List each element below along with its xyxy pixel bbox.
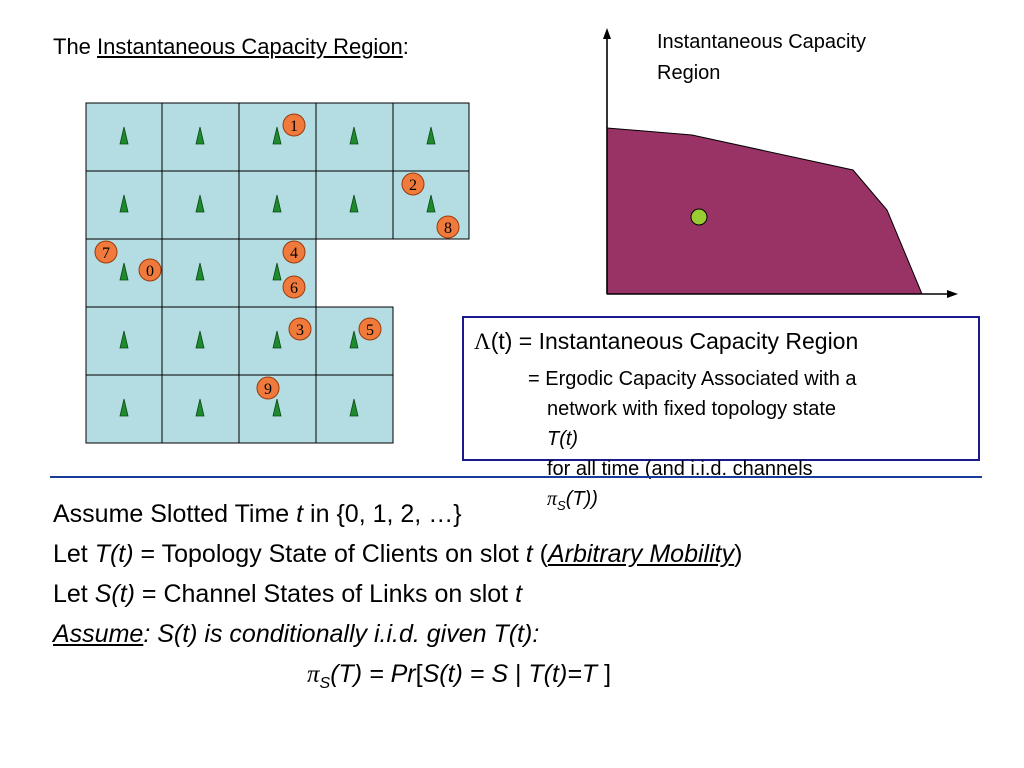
cell-grid-diagram: 1 2 8 7 0 4 6 3 5 9 xyxy=(85,28,958,444)
client-node-label: 9 xyxy=(264,381,272,398)
client-node xyxy=(282,275,306,299)
base-station-icon xyxy=(426,194,436,213)
base-station-icon xyxy=(349,330,359,349)
client-nodes xyxy=(94,113,460,400)
base-station-icon xyxy=(426,126,436,145)
base-station-icon xyxy=(195,262,205,281)
base-station-icon xyxy=(195,398,205,417)
assumption-line-1: Assume Slotted Time t in {0, 1, 2, …} xyxy=(53,500,462,528)
base-station-icon xyxy=(349,126,359,145)
x-axis-arrowhead xyxy=(947,290,958,298)
base-station-icon xyxy=(272,126,282,145)
base-station-icon xyxy=(272,330,282,349)
client-node-label: 1 xyxy=(290,118,298,135)
section-divider xyxy=(50,476,982,478)
base-station-icon xyxy=(349,194,359,213)
client-node xyxy=(282,240,306,264)
base-station-icon xyxy=(195,126,205,145)
client-node xyxy=(436,215,460,239)
base-stations xyxy=(119,126,436,417)
base-station-icon xyxy=(195,330,205,349)
base-station-icon xyxy=(349,398,359,417)
capacity-region xyxy=(606,127,923,295)
client-node xyxy=(256,376,280,400)
client-node xyxy=(401,172,425,196)
client-node xyxy=(282,113,306,137)
probability-formula: πS(T) = Pr[S(t) = S | T(t)=T ] xyxy=(307,660,612,692)
y-axis-arrowhead xyxy=(603,28,611,39)
base-station-icon xyxy=(119,330,129,349)
client-node-label: 5 xyxy=(366,322,374,339)
base-station-icon xyxy=(272,398,282,417)
client-node xyxy=(138,258,162,282)
client-node-label: 6 xyxy=(290,280,298,297)
capacity-region-plot xyxy=(603,28,958,298)
assumption-line-2: Let T(t) = Topology State of Clients on … xyxy=(53,540,743,568)
region-axis-label: Instantaneous Capacity Region xyxy=(657,31,867,84)
assumption-line-3: Let S(t) = Channel States of Links on sl… xyxy=(53,580,523,608)
base-station-icon xyxy=(272,194,282,213)
assumption-line-4: Assume: S(t) is conditionally i.i.d. giv… xyxy=(53,620,540,648)
client-node-label: 4 xyxy=(290,245,298,262)
assumptions-text: Assume Slotted Time t in {0, 1, 2, …} Le… xyxy=(53,494,742,694)
base-station-icon xyxy=(119,194,129,213)
definition-detail: = Ergodic Capacity Associated with a net… xyxy=(528,368,857,513)
client-node-label: 3 xyxy=(296,322,304,339)
base-station-icon xyxy=(119,126,129,145)
page-title: The Instantaneous Capacity Region: xyxy=(53,34,409,59)
base-station-icon xyxy=(195,194,205,213)
client-node-label: 0 xyxy=(146,263,154,280)
base-station-icon xyxy=(272,262,282,281)
client-node-label: 7 xyxy=(102,245,110,262)
base-station-icon xyxy=(119,262,129,281)
definition-box: Λ(t) = Instantaneous Capacity Region = E… xyxy=(462,316,980,513)
operating-point xyxy=(690,208,708,226)
client-node xyxy=(358,317,382,341)
client-node-labels: 1 2 8 7 0 4 6 3 5 9 xyxy=(102,118,452,398)
definition-line-1: Λ(t) = Instantaneous Capacity Region xyxy=(474,328,859,354)
client-node-label: 8 xyxy=(444,220,452,237)
client-node xyxy=(288,317,312,341)
client-node-label: 2 xyxy=(409,177,417,194)
client-node xyxy=(94,240,118,264)
title-underlined: Instantaneous Capacity Region xyxy=(97,34,403,59)
base-station-icon xyxy=(119,398,129,417)
